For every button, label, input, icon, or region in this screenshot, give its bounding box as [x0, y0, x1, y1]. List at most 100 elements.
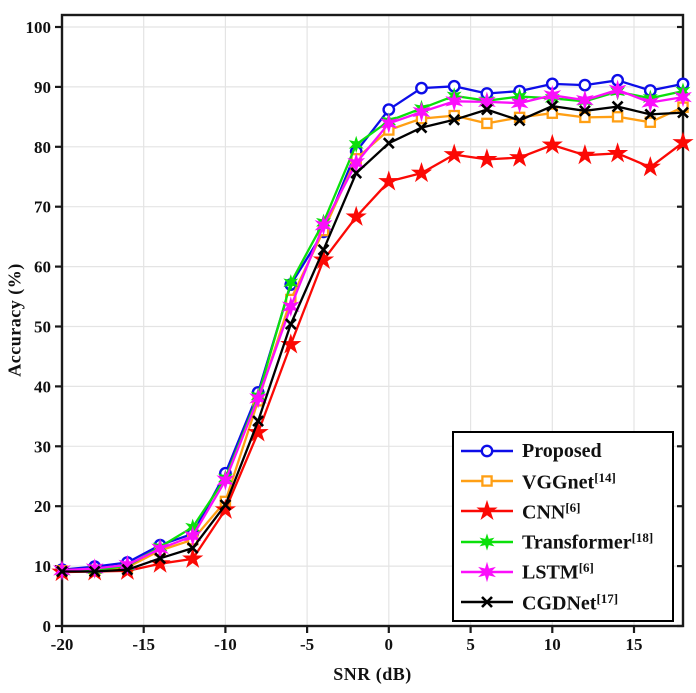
x-marker: [481, 595, 493, 608]
svg-text:70: 70: [34, 198, 51, 217]
star6-marker: [575, 89, 594, 111]
legend-label: Proposed: [522, 440, 602, 463]
svg-text:50: 50: [34, 318, 51, 337]
star5-marker: [312, 248, 335, 270]
legend: Proposed VGGnet[14] CNN[6] Transformer[18] L…: [452, 431, 674, 622]
legend-ref: [14]: [594, 469, 616, 485]
star6-marker: [674, 86, 692, 108]
y-axis-label: Accuracy (%): [4, 263, 25, 377]
legend-sample-x: [461, 595, 513, 608]
square-marker: [611, 111, 624, 123]
star6-marker: [249, 388, 268, 409]
star6-marker: [608, 79, 627, 101]
legend-ref: [6]: [565, 500, 581, 516]
star5-marker: [410, 161, 433, 183]
legend-sample-star6-large: [461, 561, 513, 582]
star6-marker: [85, 558, 104, 579]
x-axis-label: SNR (dB): [333, 664, 412, 684]
star5-marker: [214, 498, 236, 519]
legend-label: LSTM[6]: [522, 560, 594, 585]
legend-item-proposed: Proposed: [459, 438, 670, 464]
legend-ref: [17]: [596, 590, 619, 606]
x-marker: [56, 565, 68, 578]
star6-marker: [379, 113, 398, 134]
legend-label: VGGnet[14]: [522, 469, 616, 494]
svg-text:80: 80: [34, 138, 51, 157]
x-marker: [317, 243, 330, 256]
star5-marker: [509, 146, 531, 167]
svg-text:10: 10: [544, 635, 561, 654]
star5-marker: [541, 133, 563, 155]
star5-marker: [345, 205, 367, 226]
x-marker: [644, 108, 657, 121]
legend-item-lstm: LSTM[6]: [459, 559, 670, 585]
legend-item-cgdnet: CGDNet[17]: [459, 589, 670, 615]
star5-marker: [476, 500, 498, 521]
svg-text:40: 40: [34, 377, 51, 396]
star6-marker: [479, 532, 495, 551]
star6-marker: [183, 525, 202, 547]
x-marker: [611, 100, 624, 113]
svg-text:60: 60: [34, 258, 51, 277]
legend-sample-circle-open: [461, 444, 513, 458]
star5-marker: [443, 143, 465, 164]
x-marker: [382, 137, 395, 150]
star5-marker: [574, 144, 596, 165]
square-marker: [481, 475, 493, 487]
svg-text:5: 5: [466, 635, 475, 654]
x-marker: [546, 100, 559, 113]
plot-border: [60, 13, 685, 628]
circle-marker: [415, 81, 428, 95]
star6-marker: [641, 92, 660, 113]
square-marker: [481, 117, 493, 130]
star6-marker: [314, 215, 333, 236]
legend-item-transformer: Transformer[18]: [459, 529, 670, 555]
svg-text:-5: -5: [300, 635, 314, 654]
svg-text:0: 0: [43, 617, 52, 636]
x-marker: [448, 113, 461, 126]
star6-marker: [281, 296, 300, 317]
star6-marker: [118, 554, 137, 576]
star6-marker: [283, 274, 299, 292]
star5-marker: [378, 170, 400, 191]
legend-sample-star6: [461, 532, 513, 551]
series-cgdnet: [56, 100, 689, 578]
star6-marker: [412, 101, 431, 123]
svg-text:90: 90: [34, 78, 51, 97]
x-marker: [154, 552, 167, 565]
legend-ref: [6]: [578, 560, 594, 576]
x-marker: [186, 542, 199, 555]
star6-marker: [478, 561, 496, 582]
x-marker: [121, 563, 134, 576]
x-marker: [88, 565, 101, 578]
star5-marker: [639, 156, 661, 177]
legend-sample-square-open: [461, 475, 513, 487]
x-marker: [252, 415, 265, 428]
legend-label: CGDNet[17]: [522, 590, 619, 615]
svg-text:10: 10: [34, 557, 51, 576]
x-marker: [350, 167, 363, 180]
x-tick-labels: -20 -15 -10 -5 0 5 10 15: [51, 635, 643, 654]
svg-text:0: 0: [385, 635, 394, 654]
x-marker: [578, 104, 591, 117]
svg-text:-15: -15: [132, 635, 155, 654]
legend-sample-star5: [461, 500, 513, 521]
legend-item-cnn: CNN[6]: [459, 498, 670, 524]
svg-text:-20: -20: [51, 635, 74, 654]
legend-label: Transformer[18]: [522, 530, 654, 554]
star5-marker: [476, 148, 498, 169]
star6-marker: [348, 135, 364, 154]
square-marker: [546, 107, 559, 119]
x-marker: [284, 318, 297, 331]
y-tick-labels: 0 10 20 30 40 50 60 70 80 90 100: [26, 18, 52, 636]
circle-marker: [578, 78, 592, 92]
star5-marker: [672, 131, 694, 152]
legend-ref: [18]: [631, 530, 654, 546]
star6-marker: [216, 470, 235, 491]
svg-text:-10: -10: [214, 635, 237, 654]
star6-marker: [543, 85, 562, 106]
legend-label: CNN[6]: [522, 500, 581, 524]
svg-text:30: 30: [34, 437, 51, 456]
svg-text:20: 20: [34, 497, 51, 516]
